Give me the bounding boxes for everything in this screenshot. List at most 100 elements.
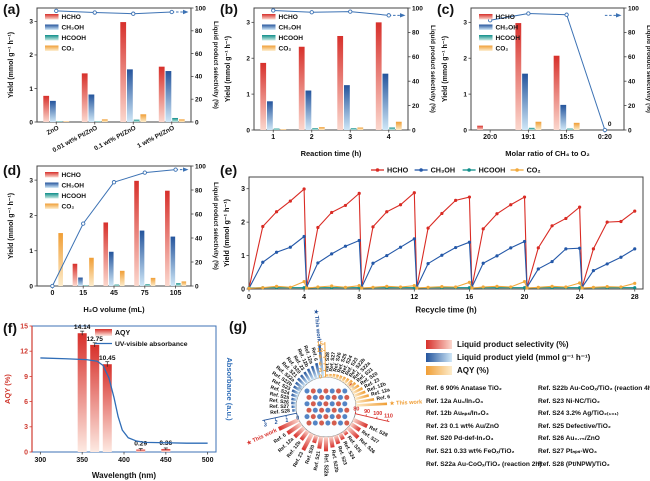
svg-text:HCHO: HCHO: [496, 14, 515, 21]
svg-text:1: 1: [29, 248, 33, 255]
svg-text:12.75: 12.75: [86, 336, 103, 343]
svg-text:80: 80: [195, 28, 203, 35]
reference-item: Ref. S22a Au-CoOₓ/TiO₂ (reaction 2h): [426, 460, 542, 468]
reference-item: Ref. S25 Defective/TiO₂: [538, 422, 611, 430]
bars-teal: [56, 117, 178, 122]
svg-text:Ref. S26: Ref. S26: [332, 352, 343, 373]
svg-text:0: 0: [195, 283, 199, 290]
svg-text:2: 2: [246, 56, 250, 63]
svg-text:Recycle time (h): Recycle time (h): [415, 306, 477, 315]
svg-text:60: 60: [195, 51, 203, 58]
svg-text:H₂O volume (mL): H₂O volume (mL): [83, 305, 145, 314]
svg-text:1: 1: [463, 91, 467, 98]
svg-text:80: 80: [628, 30, 636, 37]
reference-item: Ref. S23 Ni-NC/TiO₂: [538, 397, 600, 405]
svg-text:20: 20: [412, 103, 420, 110]
svg-text:300: 300: [35, 457, 47, 464]
bars-orange: [63, 114, 185, 122]
svg-text:3: 3: [348, 134, 352, 141]
legend: HCHO CH₃OH HCOOH CO₂: [371, 166, 541, 175]
svg-text:105: 105: [170, 290, 182, 297]
svg-text:19:1: 19:1: [521, 134, 535, 141]
legend: HCHO CH₃OH HCOOH CO₂: [262, 14, 303, 53]
g-legend-swatch-blue: [426, 353, 452, 362]
panel-g-legend: Liquid product selectivity (%) Liquid pro…: [426, 340, 650, 375]
svg-text:1: 1: [241, 253, 245, 260]
svg-text:Ref. S27: Ref. S27: [328, 351, 337, 372]
bars-blue: [50, 69, 172, 122]
legend: AQY UV-visible absorbance: [95, 329, 188, 348]
svg-text:Yield (mmol g⁻¹ h⁻¹): Yield (mmol g⁻¹ h⁻¹): [8, 193, 15, 259]
svg-text:CO₂: CO₂: [279, 46, 292, 53]
svg-text:CO₂: CO₂: [62, 204, 75, 211]
svg-text:3: 3: [29, 177, 33, 184]
svg-text:80: 80: [412, 30, 420, 37]
svg-text:CH₃OH: CH₃OH: [279, 25, 302, 32]
svg-text:★ This work: ★ This work: [389, 398, 423, 407]
svg-text:0: 0: [319, 375, 322, 381]
svg-text:60: 60: [412, 54, 420, 61]
svg-text:2: 2: [275, 420, 278, 426]
svg-text:500: 500: [202, 457, 214, 464]
panel-a-label: (a): [3, 1, 21, 17]
panel-e-label: (e): [220, 162, 238, 178]
reference-item: Ref. 6 90% Anatase TiO₂: [426, 385, 502, 392]
svg-text:3: 3: [24, 424, 28, 431]
svg-text:Ref. 12a: Ref. 12a: [370, 387, 390, 398]
svg-text:0.36: 0.36: [159, 440, 172, 447]
svg-text:15:5: 15:5: [560, 134, 574, 141]
svg-text:20:0: 20:0: [483, 134, 497, 141]
svg-text:★ This work: ★ This work: [245, 426, 278, 447]
svg-text:3: 3: [319, 368, 322, 374]
g-legend-label: Liquid product yield (mmol g⁻¹ h⁻¹): [457, 353, 591, 362]
panel-b-label: (b): [220, 1, 238, 17]
axes: 0 1 2 3 0 20 40 60 80 100 Yield (mmol g⁻¹ h⁻¹) Liqu…: [225, 5, 436, 158]
legend: HCHO CH₃OH HCOOH CO₂: [45, 172, 86, 211]
svg-text:15: 15: [79, 290, 87, 297]
svg-text:Wavelength (nm): Wavelength (nm): [92, 471, 156, 480]
svg-text:Ref. S22a: Ref. S22a: [323, 454, 329, 477]
svg-text:15: 15: [20, 323, 28, 330]
svg-text:2: 2: [241, 220, 245, 227]
svg-text:80: 80: [195, 187, 203, 194]
panel-g-label: (g): [229, 318, 247, 334]
bars-blue: [78, 230, 176, 286]
selectivity-line: [54, 8, 189, 16]
svg-text:Liquid product selectivity (%): Liquid product selectivity (%): [212, 182, 219, 270]
svg-text:100: 100: [373, 411, 382, 417]
reference-item: Ref. S28 (Pt/NPW)/TiO₂: [538, 460, 610, 468]
svg-text:AQY (%): AQY (%): [3, 374, 12, 404]
svg-text:Ref. 6: Ref. 6: [310, 347, 319, 362]
svg-text:0.1 wt% Pt/ZnO: 0.1 wt% Pt/ZnO: [93, 125, 137, 153]
reference-item: Ref. 23 0.1 wt% Au/ZnO: [426, 422, 500, 430]
svg-text:450: 450: [160, 457, 172, 464]
svg-text:3: 3: [463, 20, 467, 27]
axes: 0 1 2 3 0 20 40 60 80 100 Yield (mmol g⁻¹ h⁻¹) Liqu…: [8, 5, 219, 154]
svg-text:9: 9: [24, 374, 28, 381]
svg-text:3: 3: [241, 186, 245, 193]
svg-text:1: 1: [285, 418, 288, 424]
svg-text:Yield (mmol g⁻¹ h⁻¹): Yield (mmol g⁻¹ h⁻¹): [222, 198, 231, 267]
g-legend-label: AQY (%): [457, 366, 489, 375]
reference-item: Ref. S21 0.33 wt% FeOₓ/TiO₂: [426, 447, 515, 455]
svg-text:0:20: 0:20: [598, 134, 612, 141]
svg-text:40: 40: [195, 74, 203, 81]
svg-text:Ref. S28: Ref. S28: [325, 352, 332, 372]
svg-text:0: 0: [241, 286, 245, 293]
svg-text:2: 2: [310, 134, 314, 141]
svg-text:HCOOH: HCOOH: [62, 193, 87, 200]
svg-text:AQY: AQY: [115, 330, 131, 337]
svg-text:100: 100: [195, 5, 206, 12]
bars-orange: [535, 121, 580, 130]
reference-item: Ref. S22b Au-CoOₓ/TiO₂ (reaction 4h): [538, 385, 650, 392]
svg-text:Ref. S28: Ref. S28: [270, 408, 290, 416]
svg-text:Absorbance (a.u.): Absorbance (a.u.): [225, 357, 234, 421]
g-legend-label: Liquid product selectivity (%): [457, 340, 569, 349]
references-right-column: Ref. S22b Au-CoOₓ/TiO₂ (reaction 4h) Ref.…: [538, 383, 650, 471]
bars-red: [477, 23, 560, 131]
svg-text:Ref. S27: Ref. S27: [269, 404, 289, 410]
